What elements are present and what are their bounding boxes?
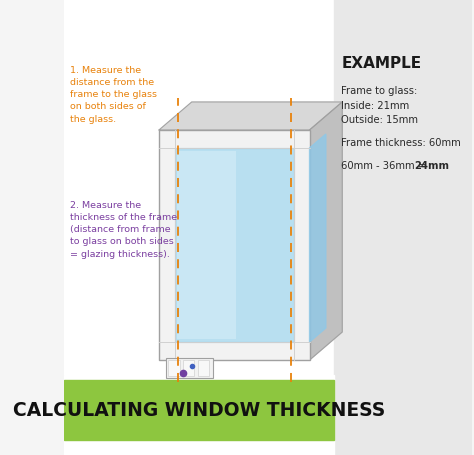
Text: CALCULATING WINDOW THICKNESS: CALCULATING WINDOW THICKNESS [13, 400, 385, 420]
Polygon shape [310, 103, 342, 360]
Bar [198, 360, 209, 376]
Text: 1. Measure the
distance from the
frame to the glass
on both sides of
the glass.: 1. Measure the distance from the frame t… [70, 66, 156, 123]
Bar [166, 358, 213, 378]
Bar [64, 375, 335, 455]
Text: Frame to glass:: Frame to glass: [341, 86, 418, 96]
Bar [159, 131, 310, 360]
Bar [183, 360, 194, 376]
Text: EXAMPLE: EXAMPLE [341, 56, 421, 71]
Bar [64, 380, 335, 440]
Text: 2. Measure the
thickness of the frame
(distance from frame
to glass on both side: 2. Measure the thickness of the frame (d… [70, 201, 177, 258]
Bar [177, 152, 237, 339]
Text: Outside: 15mm: Outside: 15mm [341, 115, 419, 125]
Polygon shape [310, 135, 326, 342]
Text: Frame thickness: 60mm: Frame thickness: 60mm [341, 138, 461, 148]
Bar [168, 360, 180, 376]
Text: 24mm: 24mm [414, 161, 449, 171]
Text: Inside: 21mm: Inside: 21mm [341, 101, 410, 111]
Bar [335, 375, 472, 455]
Bar [174, 149, 294, 342]
Text: 60mm - 36mm =: 60mm - 36mm = [341, 161, 429, 171]
Bar [335, 0, 472, 375]
Bar [64, 0, 335, 375]
Polygon shape [159, 103, 342, 131]
